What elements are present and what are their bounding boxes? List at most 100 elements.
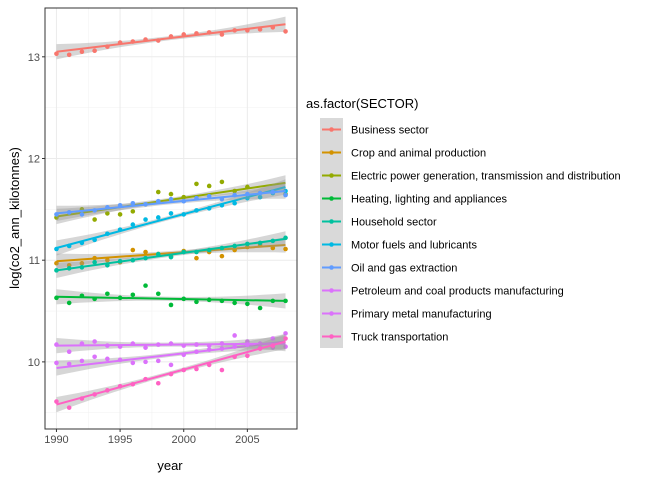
data-point xyxy=(66,266,72,271)
legend-key-point xyxy=(329,334,334,339)
data-point xyxy=(206,297,212,303)
data-point xyxy=(155,215,161,220)
data-point xyxy=(194,366,199,372)
series-7 xyxy=(54,183,288,221)
data-point xyxy=(270,336,276,341)
legend-key-point xyxy=(329,242,334,247)
data-point xyxy=(143,249,148,255)
data-point xyxy=(194,255,199,261)
data-point xyxy=(105,211,110,216)
data-point xyxy=(105,205,110,210)
data-point xyxy=(117,212,123,217)
data-point xyxy=(143,37,148,42)
data-point xyxy=(155,342,161,347)
x-tick-label: 2000 xyxy=(171,434,195,446)
data-point xyxy=(245,195,250,201)
legend-item: Heating, lighting and appliances xyxy=(320,187,507,210)
data-point xyxy=(181,352,187,358)
panel-border xyxy=(44,7,298,430)
data-point xyxy=(130,222,136,227)
data-point xyxy=(54,360,59,366)
series-9 xyxy=(54,331,288,355)
data-point xyxy=(92,354,97,360)
data-point xyxy=(245,353,250,359)
data-point xyxy=(79,396,85,401)
data-point xyxy=(206,343,212,348)
legend-key-point xyxy=(329,173,334,178)
data-point xyxy=(245,28,250,33)
legend-key-point xyxy=(329,265,334,270)
data-point xyxy=(92,217,97,222)
y-tick-label: 11 xyxy=(29,255,40,267)
data-point xyxy=(181,343,187,348)
data-point xyxy=(66,349,72,355)
data-point xyxy=(54,342,59,347)
data-point xyxy=(105,231,110,237)
data-point xyxy=(130,39,136,44)
data-point xyxy=(194,195,199,201)
series-10 xyxy=(54,333,288,413)
legend-label: Household sector xyxy=(351,217,437,229)
legend-item: Motor fuels and lubricants xyxy=(320,233,477,256)
series-4 xyxy=(54,283,288,311)
data-point xyxy=(130,200,136,206)
y-tick-label: 10 xyxy=(28,357,40,369)
data-point xyxy=(130,381,136,387)
data-point xyxy=(143,359,148,365)
data-point xyxy=(143,255,148,261)
data-point xyxy=(105,257,110,263)
legend-item: Electric power generation, transmission … xyxy=(320,164,621,187)
data-point xyxy=(66,405,72,410)
legend-key-point xyxy=(329,127,334,132)
data-point xyxy=(257,240,263,246)
data-point xyxy=(130,257,136,263)
data-point xyxy=(245,191,250,197)
legend-item: Oil and gas extraction xyxy=(320,256,457,279)
data-point xyxy=(232,354,237,360)
data-point xyxy=(168,302,174,308)
data-point xyxy=(181,296,187,302)
data-point xyxy=(143,345,148,350)
data-point xyxy=(117,344,123,349)
legend-key-point xyxy=(329,219,334,224)
data-point xyxy=(155,380,161,386)
data-point xyxy=(245,184,250,190)
data-point xyxy=(181,249,187,255)
data-point xyxy=(194,249,199,255)
data-point xyxy=(206,30,212,35)
legend-key-point xyxy=(329,196,334,201)
data-point xyxy=(66,361,72,367)
data-point xyxy=(206,362,212,368)
data-point xyxy=(283,336,288,341)
data-point xyxy=(194,342,199,347)
data-point xyxy=(206,183,212,189)
data-point xyxy=(155,38,161,43)
legend: as.factor(SECTOR) Business sector Crop an… xyxy=(306,96,621,348)
legend-label: Primary metal manufacturing xyxy=(351,309,492,321)
data-point xyxy=(194,181,199,187)
y-tick-label: 12 xyxy=(28,154,40,166)
data-point xyxy=(66,300,72,306)
data-point xyxy=(283,192,288,198)
data-point xyxy=(283,331,288,336)
data-point xyxy=(117,383,123,389)
data-point xyxy=(105,262,110,268)
data-point xyxy=(155,251,161,257)
data-point xyxy=(155,198,161,204)
data-point xyxy=(194,208,199,213)
data-point xyxy=(181,194,187,200)
data-point xyxy=(92,237,97,243)
data-point xyxy=(79,212,85,217)
legend-title: as.factor(SECTOR) xyxy=(306,96,418,111)
data-point xyxy=(92,255,97,261)
data-point xyxy=(257,305,263,311)
data-point xyxy=(79,265,85,270)
data-point xyxy=(206,247,212,253)
data-point xyxy=(54,51,59,57)
data-point xyxy=(232,300,237,306)
data-point xyxy=(206,193,212,199)
legend-item: Truck transportation xyxy=(320,325,448,348)
data-point xyxy=(79,240,85,246)
data-point xyxy=(54,295,59,301)
data-point xyxy=(92,392,97,397)
